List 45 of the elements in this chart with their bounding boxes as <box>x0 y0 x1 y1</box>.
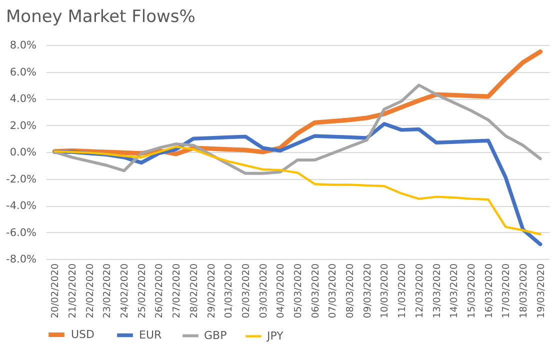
y-tick-label: -4.0% <box>6 200 37 212</box>
x-tick-label: 01/03/2020 <box>224 264 235 318</box>
line-series <box>54 146 542 236</box>
x-tick-label: 26/02/2020 <box>154 264 166 318</box>
x-tick-label: 04/03/2020 <box>276 264 287 318</box>
x-tick-label: 17/03/2020 <box>501 264 512 318</box>
x-tick-label: 05/03/2020 <box>293 264 304 318</box>
x-tick-label: 18/03/2020 <box>518 264 530 318</box>
y-tick-label: -8.0% <box>6 254 37 266</box>
chart-title: Money Market Flows% <box>6 7 196 27</box>
y-tick-label: 0.0% <box>10 146 37 158</box>
legend-label: USD <box>71 328 95 341</box>
x-tick-label: 16/03/2020 <box>484 264 495 318</box>
x-tick-label: 14/03/2020 <box>449 264 460 318</box>
x-tick-label: 27/02/2020 <box>172 264 183 318</box>
legend-label: JPY <box>266 329 284 342</box>
x-tick-label: 09/03/2020 <box>362 264 374 318</box>
y-tick-label: 8.0% <box>10 40 37 52</box>
x-tick-label: 20/02/2020 <box>50 264 62 318</box>
x-tick-label: 02/03/2020 <box>240 264 252 318</box>
x-tick-label: 22/02/2020 <box>84 264 96 318</box>
x-tick-label: 08/03/2020 <box>345 264 356 318</box>
x-tick-label: 23/02/2020 <box>102 264 114 318</box>
x-tick-label: 07/03/2020 <box>328 264 339 318</box>
line-series <box>53 84 542 175</box>
x-tick-label: 25/02/2020 <box>136 264 148 318</box>
x-tick-label: 15/03/2020 <box>466 264 478 318</box>
x-tick-label: 13/03/2020 <box>432 264 443 318</box>
x-tick-label: 06/03/2020 <box>310 264 322 318</box>
x-tick-label: 21/02/2020 <box>68 264 79 318</box>
legend-label: GBP <box>204 328 228 342</box>
x-tick-label: 28/02/2020 <box>188 264 200 318</box>
y-tick-label: 4.0% <box>10 93 37 105</box>
x-tick-label: 11/03/2020 <box>397 264 408 318</box>
x-tick-label: 03/03/2020 <box>258 264 270 318</box>
x-tick-label: 12/03/2020 <box>414 264 426 318</box>
x-tick-label: 19/03/2020 <box>536 264 547 318</box>
y-tick-label: 6.0% <box>10 66 37 78</box>
x-tick-label: 24/02/2020 <box>120 264 131 318</box>
y-tick-label: 2.0% <box>10 120 37 132</box>
y-tick-label: -2.0% <box>6 173 37 186</box>
x-tick-label: 29/02/2020 <box>206 264 218 318</box>
x-tick-label: 10/03/2020 <box>380 264 391 318</box>
legend-label: EUR <box>139 328 162 342</box>
y-tick-label: -6.0% <box>6 226 37 239</box>
